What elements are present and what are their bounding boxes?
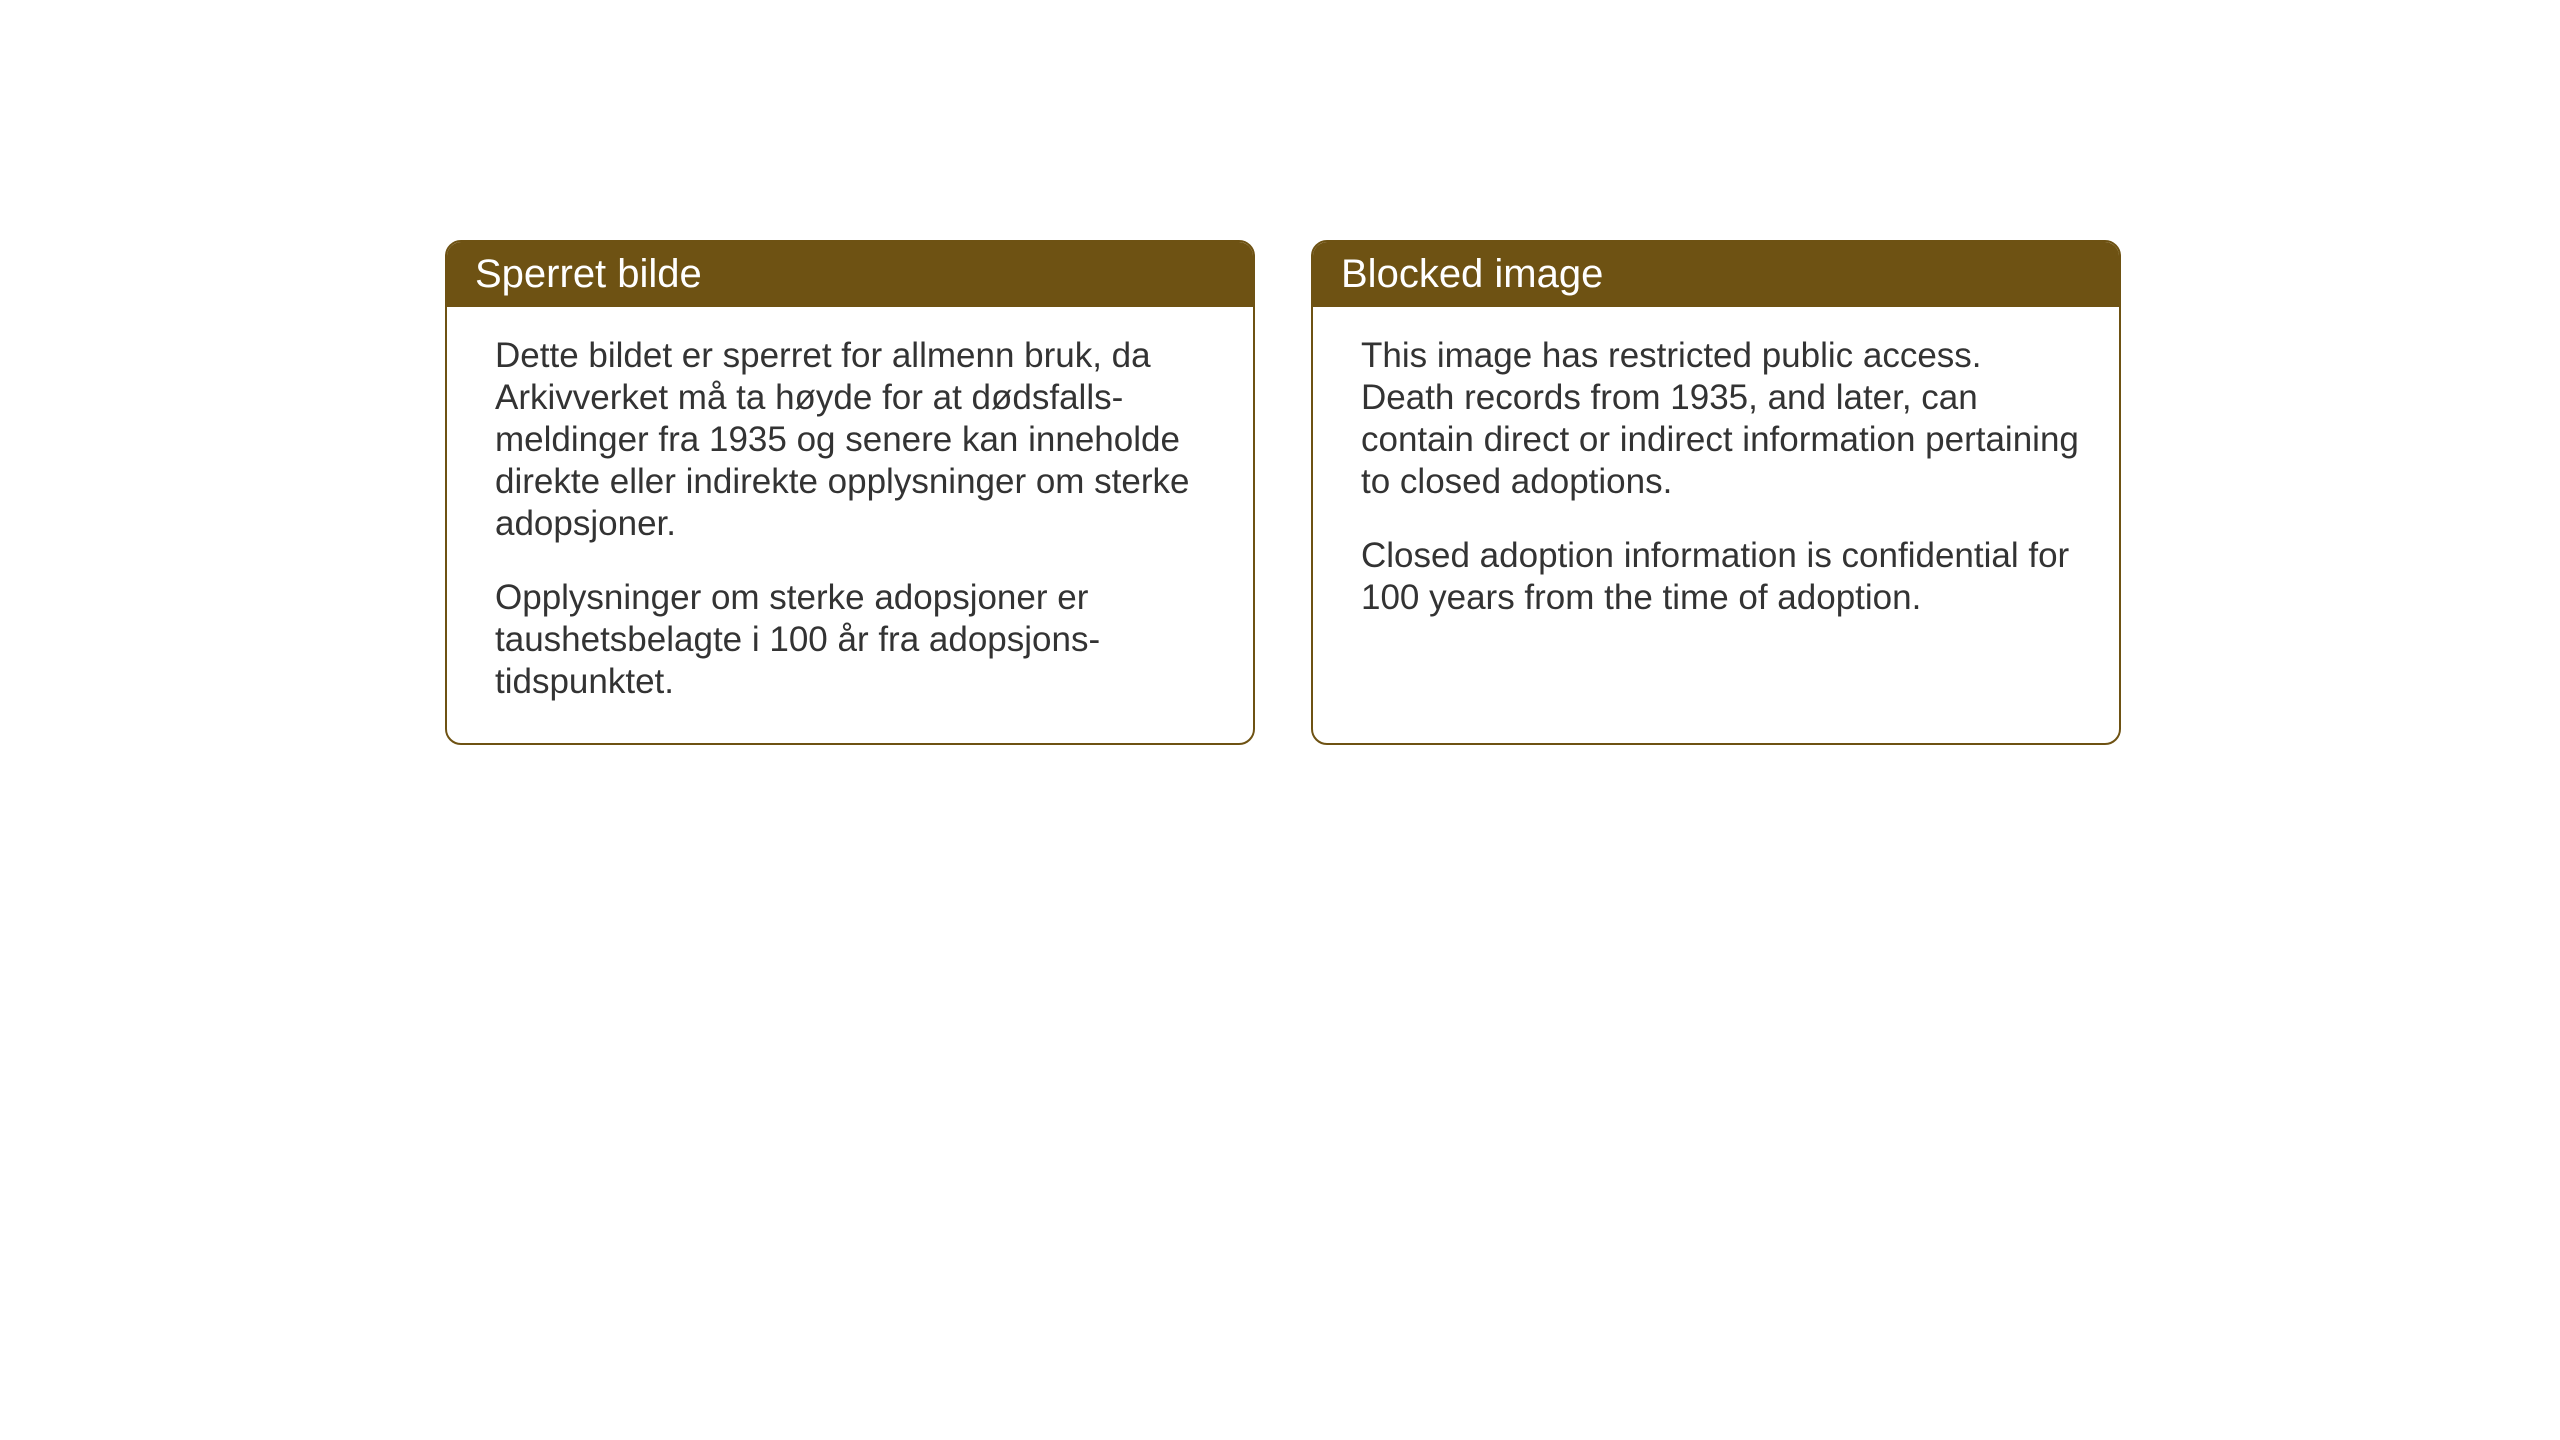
card-title: Sperret bilde [447,242,1253,307]
card-title: Blocked image [1313,242,2119,307]
notice-paragraph: Dette bildet er sperret for allmenn bruk… [495,335,1213,545]
notice-paragraph: Opplysninger om sterke adopsjoner er tau… [495,577,1213,703]
notice-paragraph: Closed adoption information is confident… [1361,535,2079,619]
card-body: Dette bildet er sperret for allmenn bruk… [447,307,1253,743]
notice-card-norwegian: Sperret bilde Dette bildet er sperret fo… [445,240,1255,745]
card-body: This image has restricted public access.… [1313,307,2119,659]
notice-paragraph: This image has restricted public access.… [1361,335,2079,503]
notice-card-english: Blocked image This image has restricted … [1311,240,2121,745]
notice-container: Sperret bilde Dette bildet er sperret fo… [445,240,2121,745]
